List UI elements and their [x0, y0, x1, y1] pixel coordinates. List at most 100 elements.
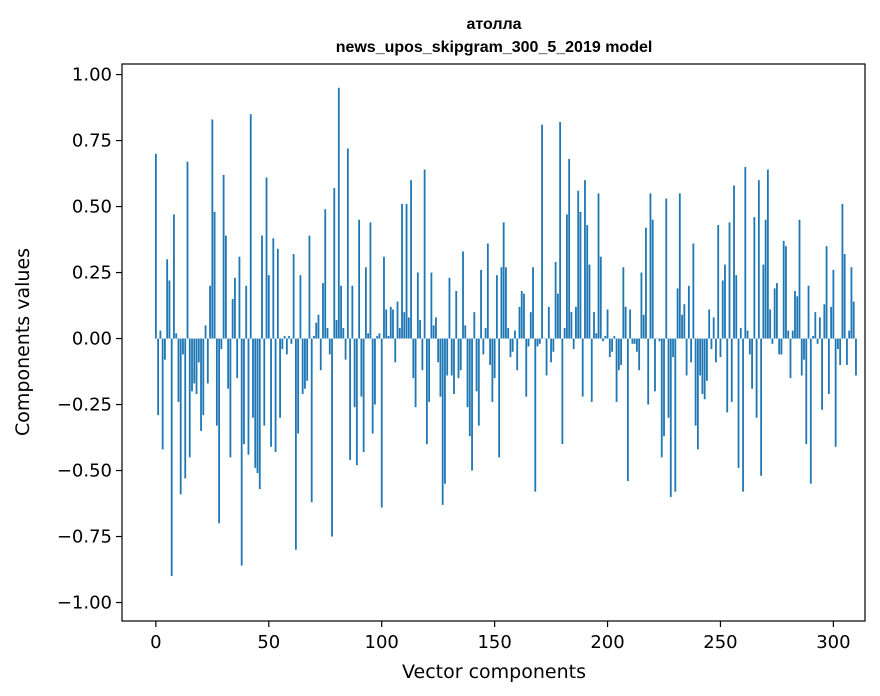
bar: [818, 317, 821, 339]
bar: [252, 338, 254, 418]
bar: [789, 338, 792, 379]
bar: [665, 198, 668, 339]
bar: [455, 291, 458, 339]
bar: [852, 301, 855, 339]
bar: [672, 338, 674, 358]
bar: [202, 338, 205, 416]
bar: [615, 338, 618, 402]
bar: [730, 338, 733, 402]
bar: [222, 174, 225, 339]
bar: [240, 338, 243, 566]
bar: [633, 338, 636, 344]
bar: [247, 338, 250, 455]
bar: [703, 338, 706, 400]
bar: [617, 338, 620, 371]
bar: [534, 338, 537, 492]
bar: [809, 338, 812, 484]
bar: [362, 338, 365, 453]
bar: [234, 277, 236, 339]
bar: [301, 338, 304, 394]
bar: [502, 222, 505, 339]
bar: [773, 288, 776, 339]
bar: [796, 296, 799, 339]
bar: [669, 338, 672, 497]
bar: [322, 283, 324, 339]
bar: [690, 338, 693, 363]
bar: [597, 193, 600, 339]
bar: [231, 298, 234, 339]
bar: [184, 338, 187, 479]
bar: [358, 219, 361, 339]
bar: [195, 338, 198, 394]
bar: [769, 309, 772, 339]
bar: [834, 338, 837, 447]
bar: [771, 338, 774, 344]
bar: [554, 261, 557, 339]
bar: [294, 338, 297, 550]
bar: [645, 227, 647, 339]
bar: [778, 338, 781, 355]
bar: [227, 338, 230, 389]
bar: [213, 211, 216, 339]
bar: [611, 338, 613, 352]
bar: [444, 338, 446, 484]
chart-title-line1: атолла: [466, 16, 521, 33]
plot-frame: [121, 63, 866, 622]
bar: [367, 333, 370, 339]
bar: [215, 338, 218, 426]
bar: [396, 301, 399, 339]
bar: [335, 320, 338, 339]
bar: [523, 293, 525, 339]
bar: [448, 277, 451, 339]
bar: [699, 338, 702, 376]
bar: [297, 338, 300, 434]
bar: [762, 264, 765, 339]
bar: [647, 338, 650, 405]
x-axis-label: Vector components: [402, 661, 586, 683]
bar: [464, 325, 467, 339]
bar: [742, 338, 744, 492]
bar: [364, 267, 367, 339]
bar: [737, 338, 740, 468]
bar: [387, 335, 390, 339]
bar: [159, 330, 162, 339]
bar: [211, 119, 214, 339]
bar: [258, 338, 261, 490]
bar: [218, 338, 221, 524]
y-tick-label: 0.50: [72, 197, 112, 218]
bar: [642, 314, 645, 339]
x-tick-label: 50: [257, 632, 280, 653]
bar: [236, 338, 239, 379]
bar: [547, 306, 550, 339]
bar: [276, 248, 279, 339]
bar: [374, 338, 376, 405]
bar: [563, 327, 566, 339]
bar: [419, 320, 422, 339]
bar: [421, 338, 424, 371]
bar: [299, 275, 302, 339]
bar: [561, 338, 564, 445]
bar: [739, 327, 742, 339]
bar: [412, 338, 415, 379]
bar: [843, 254, 846, 339]
bar: [800, 338, 803, 376]
x-tick-label: 200: [590, 632, 624, 653]
bar: [229, 338, 232, 458]
bar: [721, 280, 724, 339]
bar: [584, 180, 586, 339]
bar: [425, 338, 428, 445]
bar: [270, 338, 272, 447]
bar: [466, 338, 469, 408]
bar: [166, 259, 169, 339]
bar: [206, 338, 209, 384]
bar: [376, 335, 379, 339]
bar: [371, 338, 374, 434]
bar: [191, 338, 193, 392]
bar: [636, 338, 638, 352]
bar: [468, 338, 471, 437]
bar: [550, 338, 552, 363]
bar: [489, 338, 492, 365]
bar: [715, 338, 717, 363]
bar: [224, 235, 227, 339]
bar: [473, 312, 476, 339]
